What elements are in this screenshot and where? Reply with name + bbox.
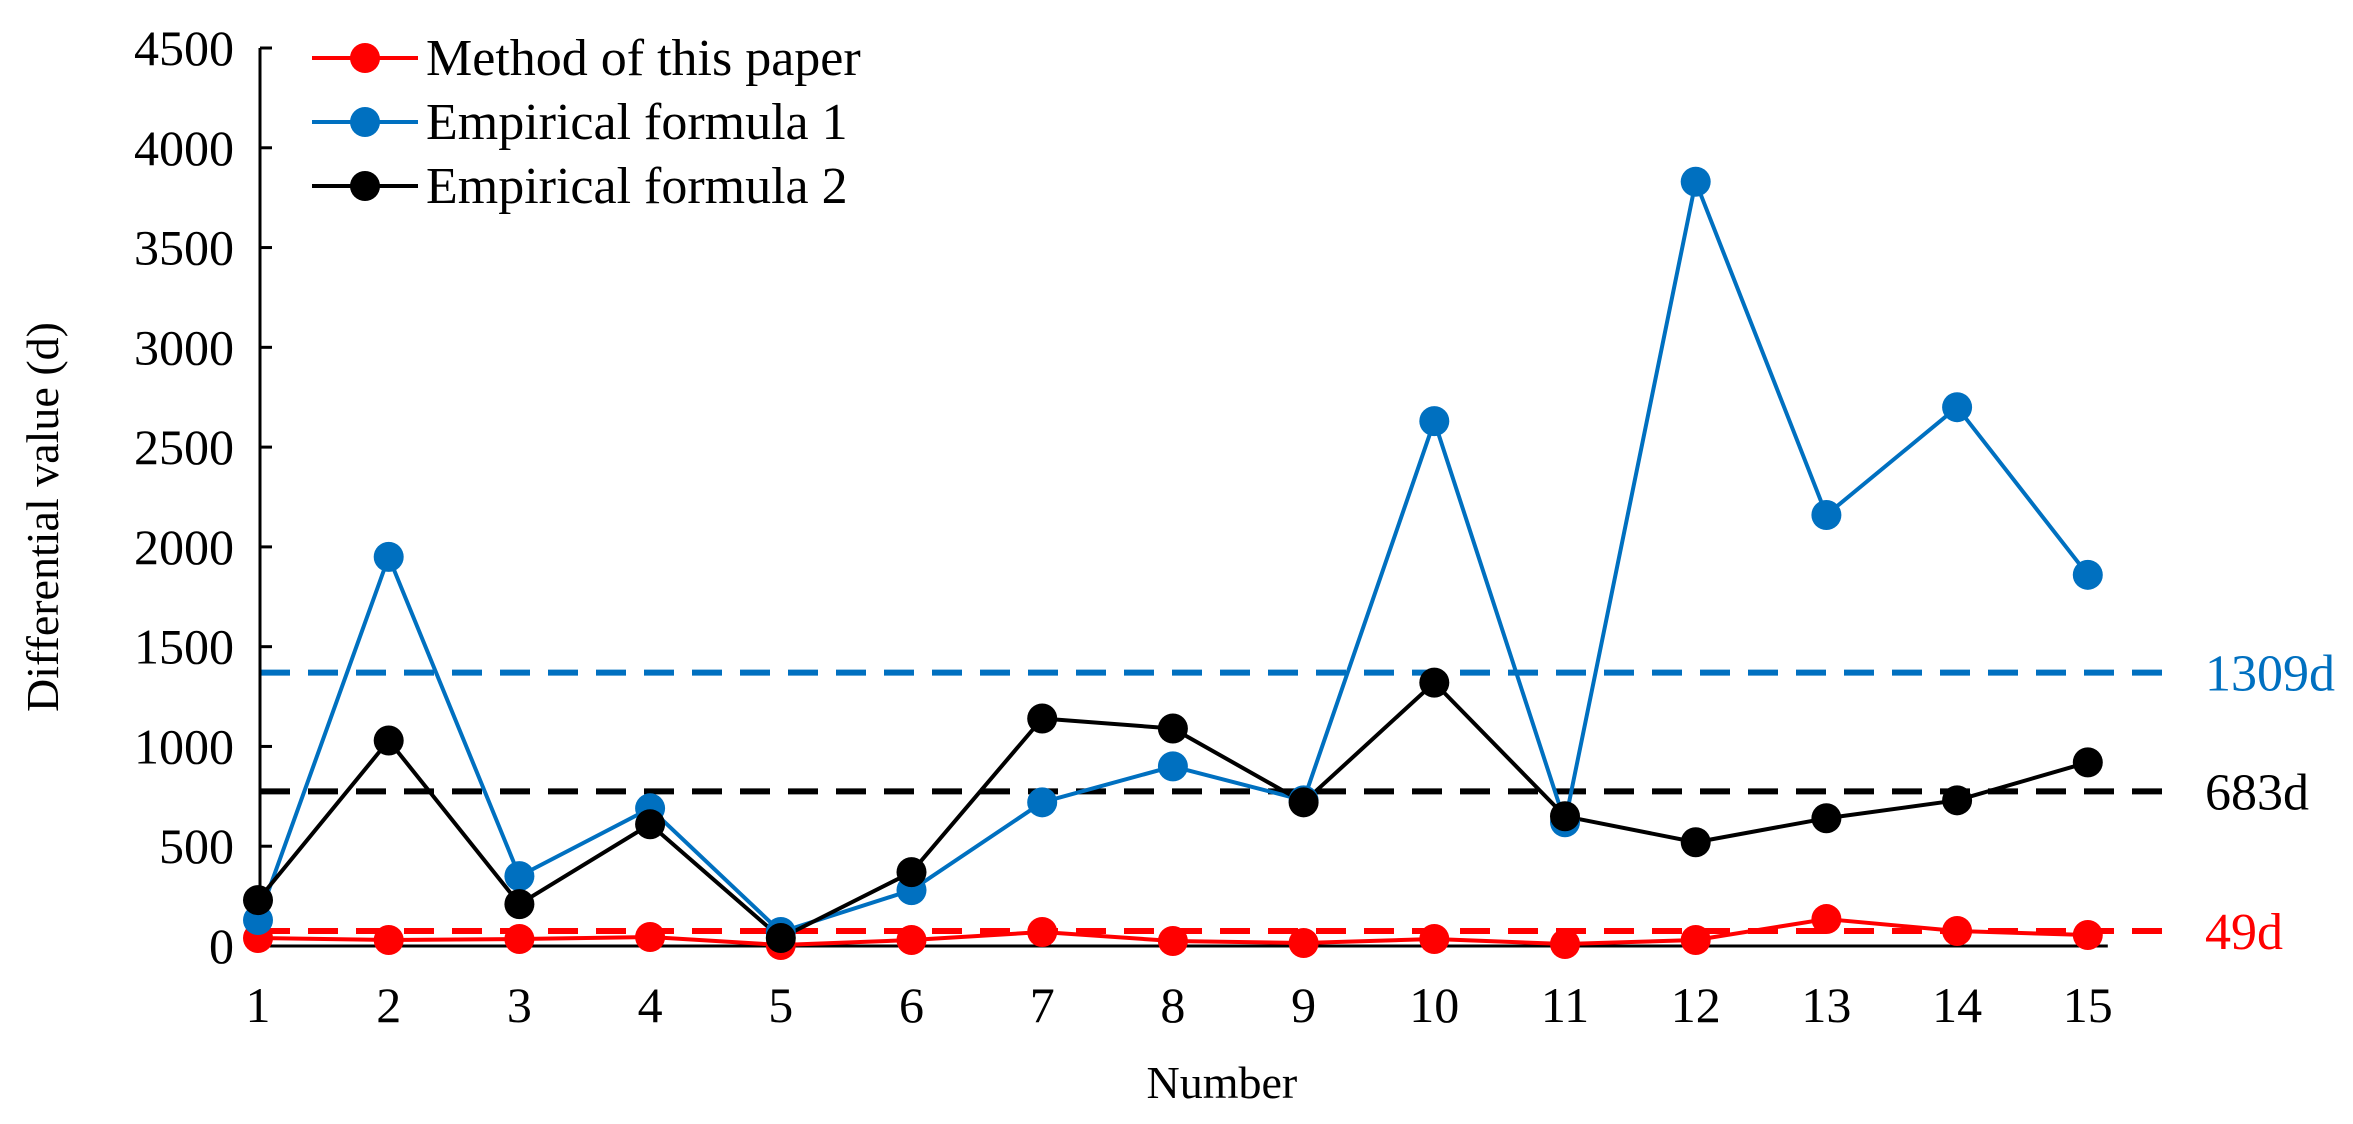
y-tick-label: 1000 — [134, 718, 234, 774]
x-tick-label: 7 — [1030, 977, 1055, 1033]
data-point — [1811, 904, 1842, 935]
legend-label: Empirical formula 2 — [426, 158, 848, 215]
data-point — [504, 924, 535, 955]
reference-line-labels: 1309d 683d 49d — [2205, 646, 2335, 961]
legend-label: Method of this paper — [426, 30, 861, 87]
y-tick-label: 2000 — [134, 519, 234, 575]
y-tick-label: 1500 — [134, 619, 234, 675]
x-tick-label: 11 — [1541, 977, 1589, 1033]
data-point — [1942, 916, 1973, 947]
y-tick-label: 4000 — [134, 120, 234, 176]
data-point — [1288, 928, 1319, 959]
data-point — [1680, 827, 1711, 858]
data-point — [504, 889, 535, 920]
x-tick-label: 14 — [1932, 977, 1982, 1033]
y-tick-label: 2500 — [134, 419, 234, 475]
x-tick-label: 9 — [1291, 977, 1316, 1033]
x-tick-label: 13 — [1801, 977, 1851, 1033]
data-point — [243, 885, 273, 916]
x-tick-label: 4 — [638, 977, 663, 1033]
data-point — [1027, 917, 1058, 948]
data-point — [635, 809, 666, 840]
data-point — [1811, 803, 1842, 834]
data-point — [1680, 925, 1711, 956]
legend: Method of this paper Empirical formula 1 E… — [312, 30, 861, 215]
data-point — [2072, 920, 2103, 951]
data-point — [1288, 787, 1319, 818]
data-point — [1419, 924, 1450, 955]
data-point — [1942, 392, 1973, 423]
data-point — [1157, 751, 1188, 782]
x-axis-title: Number — [1147, 1057, 1298, 1108]
data-point — [635, 922, 666, 953]
data-point — [1157, 926, 1188, 957]
data-point — [373, 725, 404, 756]
data-point — [1942, 785, 1973, 816]
x-axis-ticks: 1 2 3 4 5 6 7 8 9 10 11 12 13 14 15 — [246, 977, 2113, 1033]
data-point — [373, 541, 404, 572]
reference-line-label: 1309d — [2205, 646, 2335, 703]
data-point — [373, 925, 404, 956]
legend-marker — [350, 171, 380, 201]
data-point — [504, 861, 535, 892]
data-point — [2072, 559, 2103, 590]
reference-line-label: 49d — [2205, 904, 2283, 961]
data-point — [1027, 787, 1058, 818]
y-tick-label: 0 — [209, 918, 234, 974]
reference-line-label: 683d — [2205, 764, 2309, 821]
legend-marker — [350, 107, 380, 137]
series-lines — [256, 179, 2090, 948]
x-tick-label: 15 — [2063, 977, 2113, 1033]
y-axis-ticks: 0 500 1000 1500 2000 2500 3000 3500 4000 4500 — [134, 20, 272, 974]
x-tick-label: 10 — [1409, 977, 1459, 1033]
legend-marker — [350, 43, 380, 73]
data-point — [1419, 406, 1450, 437]
data-point — [1419, 667, 1450, 698]
data-point — [1811, 499, 1842, 530]
y-tick-label: 4500 — [134, 20, 234, 76]
reference-lines — [260, 669, 2165, 935]
x-tick-label: 12 — [1671, 977, 1721, 1033]
y-tick-label: 3500 — [134, 220, 234, 276]
y-tick-label: 500 — [159, 818, 234, 874]
x-tick-label: 1 — [246, 977, 271, 1033]
data-point — [1157, 713, 1188, 744]
data-point — [1550, 929, 1580, 960]
data-point — [896, 857, 927, 888]
data-point — [1550, 801, 1580, 832]
x-tick-label: 5 — [768, 977, 793, 1033]
x-tick-label: 2 — [376, 977, 401, 1033]
x-tick-label: 8 — [1160, 977, 1185, 1033]
x-tick-label: 6 — [899, 977, 924, 1033]
x-tick-label: 3 — [507, 977, 532, 1033]
y-axis-title: Differential value (d) — [17, 322, 68, 712]
data-point — [765, 923, 796, 954]
data-point — [1680, 166, 1711, 197]
data-point — [2072, 747, 2103, 778]
data-point — [896, 925, 927, 956]
y-tick-label: 3000 — [134, 319, 234, 375]
legend-label: Empirical formula 1 — [426, 94, 848, 151]
data-point — [1027, 703, 1058, 734]
series-points — [243, 166, 2103, 961]
